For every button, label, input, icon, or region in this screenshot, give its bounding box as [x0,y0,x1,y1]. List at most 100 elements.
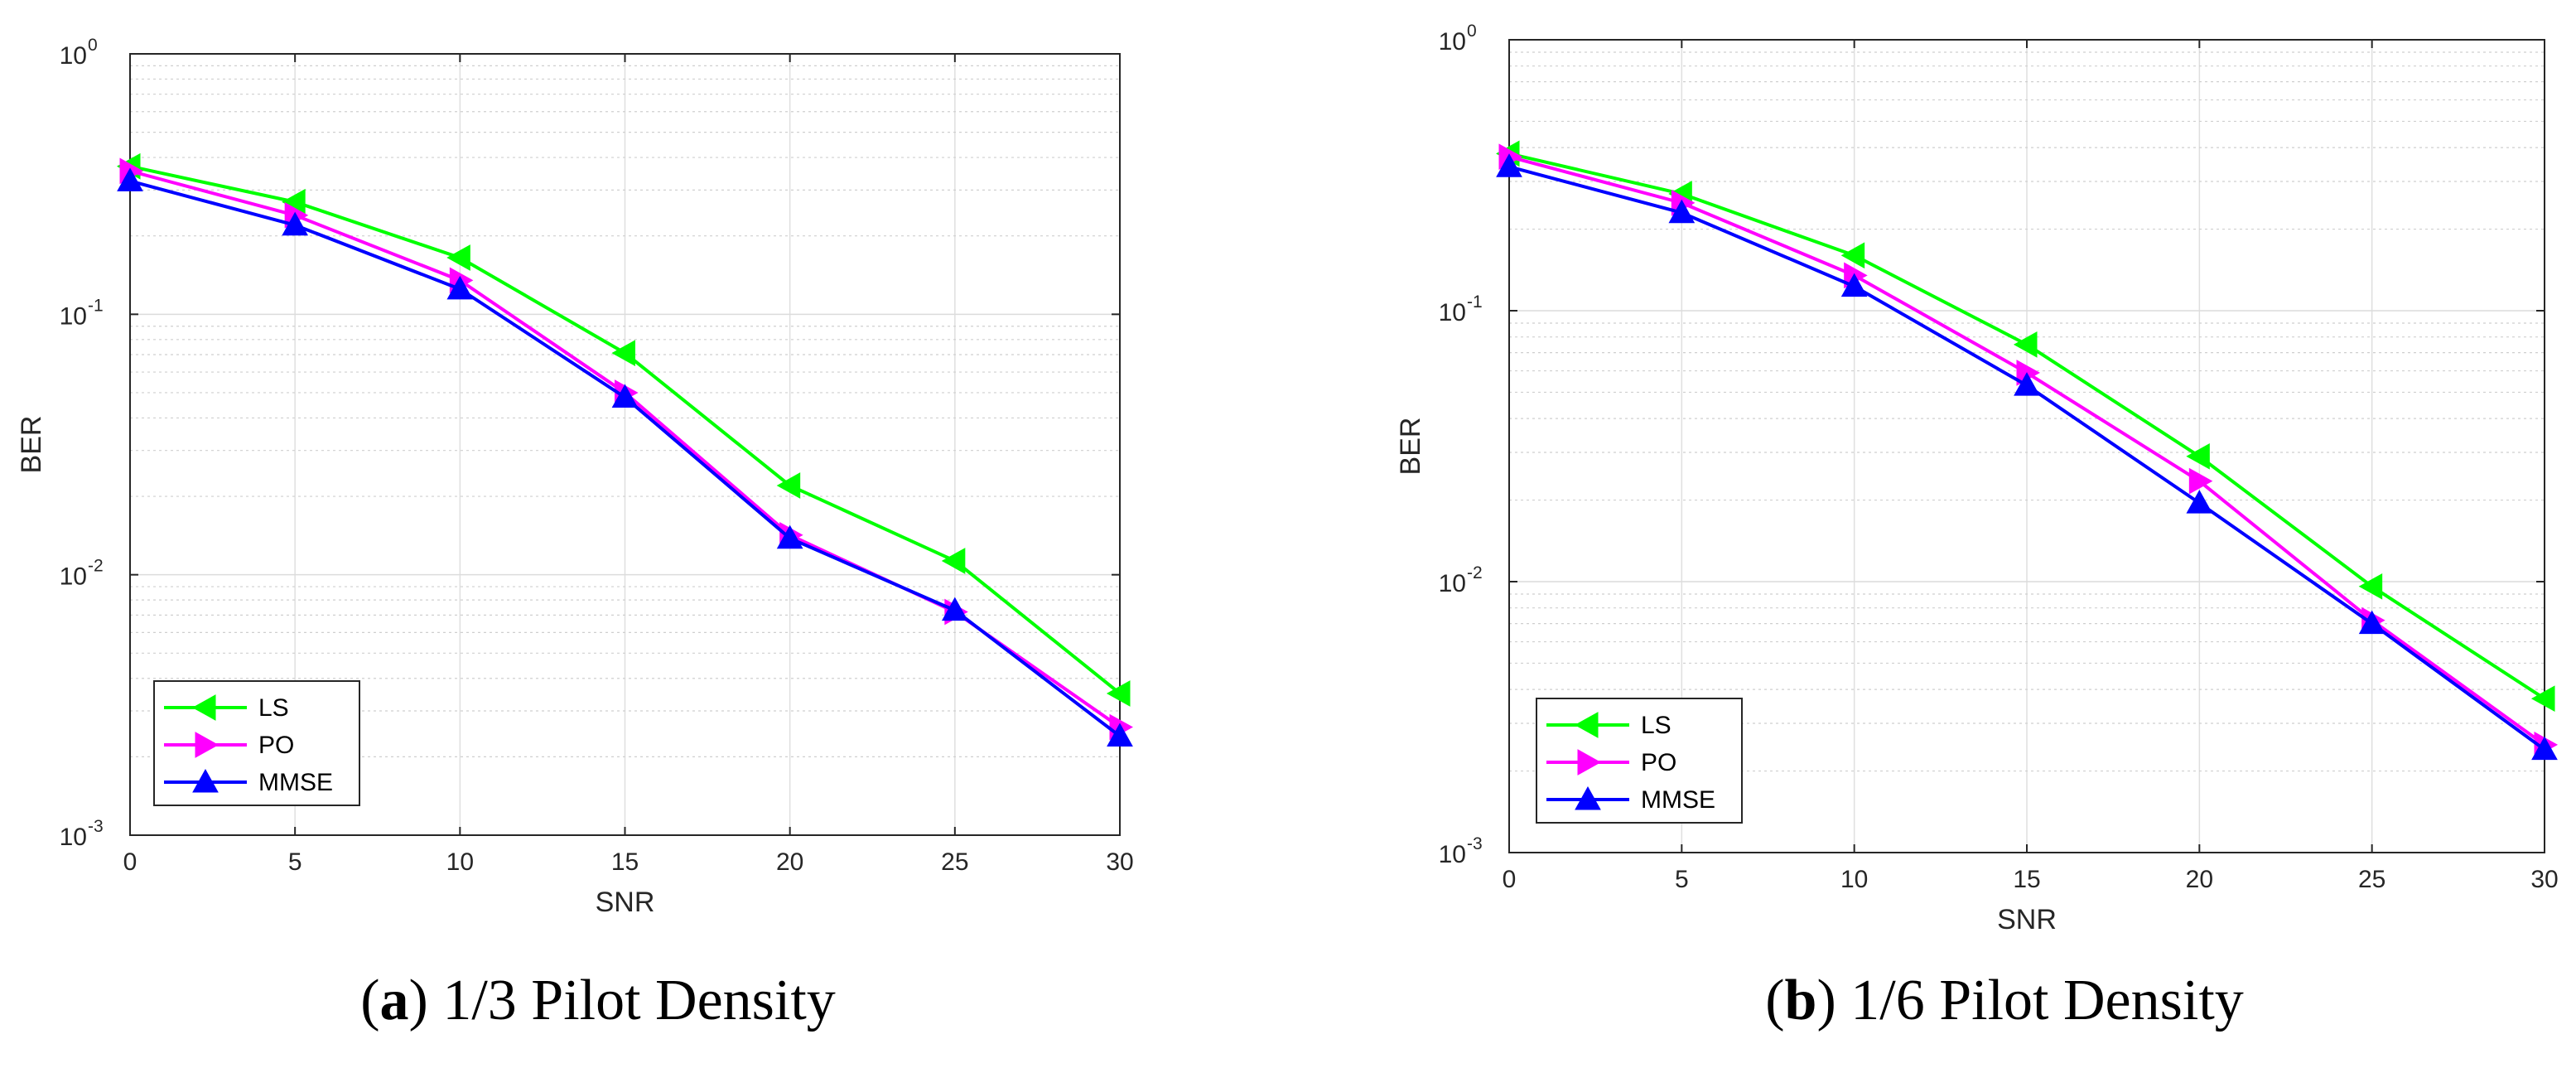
y-tick-base: 10 [1439,299,1466,326]
data-point-mmse [2531,736,2558,761]
data-point-mmse [282,211,309,236]
y-tick-base: 10 [60,302,87,330]
data-point-ls [446,244,470,271]
caption-close-paren: ) [1816,969,1850,1032]
y-tick-label: 10 0 [60,36,98,70]
caption-label: b [1785,969,1817,1032]
data-point-ls [1840,242,1865,269]
y-tick-label: 10 -1 [60,296,104,330]
x-tick-label: 30 [2530,866,2558,893]
x-tick-label: 0 [1503,866,1517,893]
legend-label: MMSE [1641,786,1715,814]
legend-marker [192,768,219,793]
y-tick-label: 10 -3 [1439,834,1483,868]
y-axis-label: BER [16,416,47,474]
data-point-mmse [1668,199,1696,224]
legend-entry-ls: LS [164,694,289,722]
y-tick-base: 10 [1439,570,1466,597]
y-tick-base: 10 [60,42,87,70]
data-point-mmse [2358,610,2385,635]
y-tick-base: 10 [1439,28,1466,56]
data-point-ls [1106,680,1131,707]
legend-entry-mmse: MMSE [164,768,333,796]
data-point-ls [2530,685,2555,713]
x-tick-label: 5 [288,848,302,876]
legend-marker [1575,785,1601,810]
x-tick-label: 20 [776,848,803,876]
y-tick-exponent: -3 [1467,834,1483,853]
data-point-ls [2013,331,2038,358]
legend-entry-po: PO [164,732,294,759]
legend-marker [1577,749,1602,776]
data-point-ls [2186,442,2210,470]
data-point-ls [941,548,966,574]
caption-open-paren: ( [360,969,379,1032]
legend-entry-ls: LS [1546,712,1672,739]
data-point-mmse [1107,722,1133,747]
caption-text: 1/6 Pilot Density [1850,969,2243,1032]
y-tick-exponent: -2 [1467,563,1483,582]
y-tick-label: 10 -1 [1439,292,1483,326]
x-axis-label: SNR [596,887,655,918]
data-point-mmse [117,167,143,191]
data-point-mmse [2014,372,2040,396]
y-tick-label: 10 0 [1439,22,1477,56]
y-tick-base: 10 [1439,841,1466,868]
legend: LS PO MMSE [1536,698,1743,824]
x-tick-label: 15 [611,848,639,876]
y-tick-exponent: -1 [1467,292,1483,312]
caption: (a) 1/3 Pilot Density [360,969,836,1032]
data-point-ls [2358,573,2383,600]
grid [1509,40,2545,853]
legend-marker [195,732,219,758]
x-tick-label: 10 [1840,866,1868,893]
x-tick-label: 25 [941,848,968,876]
legend-marker [1574,712,1599,738]
data-point-po [2188,467,2213,495]
data-point-ls [611,340,635,366]
y-tick-exponent: 0 [1467,22,1477,41]
data-point-mmse [1840,273,1868,297]
y-tick-label: 10 -2 [1439,563,1483,597]
y-tick-exponent: -1 [88,296,104,315]
y-tick-exponent: -3 [88,817,104,836]
x-tick-label: 25 [2358,866,2385,893]
y-tick-base: 10 [60,563,87,591]
caption-text: 1/3 Pilot Density [442,969,835,1032]
y-tick-label: 10 -3 [60,817,104,851]
data-point-mmse [446,275,474,300]
x-tick-label: 0 [123,848,137,876]
legend-entry-mmse: MMSE [1546,785,1715,814]
x-tick-label: 15 [2013,866,2040,893]
x-tick-label: 20 [2186,866,2213,893]
x-tick-label: 30 [1106,848,1133,876]
legend-marker [191,694,216,721]
data-point-mmse [611,384,639,408]
data-point-mmse [776,524,803,549]
y-tick-exponent: 0 [88,36,98,55]
legend-entry-po: PO [1546,749,1676,776]
y-tick-label: 10 -2 [60,557,104,591]
legend: LS PO MMSE [153,680,360,806]
series-mmse [1496,153,2558,761]
caption-label: a [380,969,409,1032]
series-mmse [117,167,1133,747]
legend-label: MMSE [258,769,333,796]
y-axis-label: BER [1395,418,1426,476]
y-tick-base: 10 [60,824,87,851]
x-axis-label: SNR [1997,904,2057,935]
legend-label: PO [258,732,294,759]
y-tick-exponent: -2 [88,557,104,576]
legend-label: PO [1641,749,1676,776]
legend-label: LS [1641,712,1672,739]
x-tick-label: 5 [1675,866,1689,893]
data-point-mmse [1496,153,1522,177]
data-point-mmse [2186,490,2213,514]
caption-open-paren: ( [1765,969,1784,1032]
legend-label: LS [258,694,289,722]
caption: (b) 1/6 Pilot Density [1765,969,2244,1032]
data-point-ls [776,472,801,499]
